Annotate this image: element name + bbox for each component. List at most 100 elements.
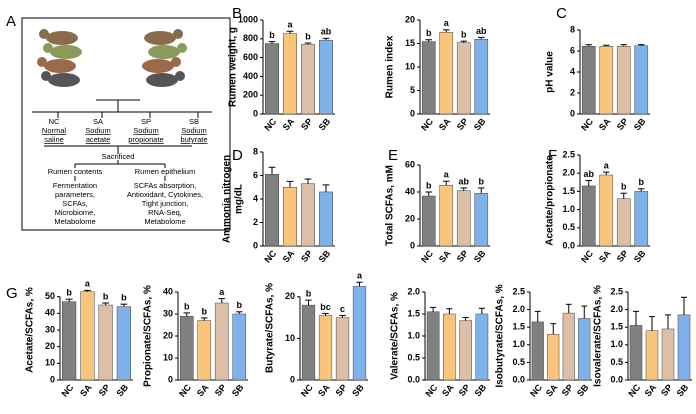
x-tick-label: NC bbox=[419, 116, 435, 133]
panel-label: D bbox=[232, 147, 243, 164]
y-axis-label: Valerate/SCFAs, % bbox=[390, 292, 401, 380]
group-code: SP bbox=[141, 117, 151, 126]
measure-label: RNA-Seq, bbox=[148, 208, 182, 217]
significance-letter: b bbox=[621, 182, 627, 192]
error-bar bbox=[649, 316, 655, 331]
group-label: Sodium bbox=[181, 126, 206, 135]
y-tick-label: 0 bbox=[168, 374, 173, 384]
y-tick-label: 0.0 bbox=[407, 374, 420, 384]
x-tick-label: SP bbox=[457, 382, 472, 398]
x-tick-label: SB bbox=[230, 382, 246, 398]
bar bbox=[116, 306, 131, 381]
significance-letter: ab bbox=[476, 26, 487, 36]
bar bbox=[475, 313, 489, 381]
x-tick-label: SP bbox=[455, 248, 470, 264]
error-bar bbox=[477, 187, 485, 194]
error-bar bbox=[620, 44, 628, 47]
error-bar bbox=[585, 44, 593, 47]
x-tick-label: SB bbox=[115, 382, 131, 398]
error-bar bbox=[322, 37, 330, 41]
x-tick-label: SA bbox=[437, 116, 453, 132]
group-code: SB bbox=[189, 117, 199, 126]
y-tick-label: 2.0 bbox=[407, 286, 420, 296]
bar bbox=[421, 195, 436, 247]
y-tick-label: 50 bbox=[45, 291, 55, 301]
y-tick-label: 2.5 bbox=[562, 149, 575, 159]
y-axis-label: Ammonia nitrogen bbox=[222, 155, 233, 243]
bar-chart: 0 2 4 6 8 Ammonia nitrogen mg/dL NC SA SP SB bbox=[222, 146, 335, 265]
bar bbox=[456, 190, 471, 247]
y-tick-label: 2.0 bbox=[562, 168, 575, 178]
y-tick-label: 15 bbox=[405, 38, 415, 48]
x-tick-label: SP bbox=[213, 382, 228, 398]
sample-label: Rumen contents bbox=[48, 167, 103, 176]
error-bar bbox=[446, 308, 453, 314]
y-tick-label: 10 bbox=[163, 352, 173, 362]
x-tick-label: NC bbox=[262, 116, 278, 133]
y-tick-label: 20 bbox=[405, 213, 415, 223]
significance-letter: b bbox=[426, 28, 432, 38]
bar bbox=[421, 41, 436, 115]
x-tick-label: SB bbox=[473, 382, 489, 398]
measure-label: Tight junction, bbox=[142, 199, 188, 208]
significance-letter: b bbox=[202, 306, 208, 316]
bar bbox=[474, 193, 489, 247]
bar bbox=[319, 191, 333, 247]
y-tick-label: 1.0 bbox=[512, 339, 525, 349]
x-tick-label: SB bbox=[317, 248, 333, 264]
bar bbox=[443, 313, 456, 381]
significance-letter: b bbox=[479, 176, 485, 186]
y-axis-label: Isobutyrate/SCFAs, % bbox=[495, 284, 506, 387]
x-tick-label: SP bbox=[659, 382, 674, 398]
y-tick-label: 40 bbox=[45, 308, 55, 318]
bar-chart: 0 200 400 600 800 1000 Rumen weight, g b NC a SA b S… bbox=[228, 14, 335, 133]
bar bbox=[214, 302, 229, 381]
bar-chart: 0 10 20 Butyrate/SCFAs, % b NC bc SA c SP a SB bbox=[265, 271, 368, 399]
x-tick-label: SB bbox=[632, 116, 648, 132]
y-tick-label: 2 bbox=[253, 217, 258, 227]
significance-letter: b bbox=[103, 291, 109, 301]
bar bbox=[283, 187, 297, 247]
bar bbox=[439, 185, 454, 247]
significance-letter: a bbox=[287, 20, 293, 30]
bar bbox=[474, 39, 489, 115]
x-tick-label: SB bbox=[632, 248, 648, 264]
y-tick-label: 0.5 bbox=[562, 222, 575, 232]
significance-letter: b bbox=[306, 289, 312, 299]
y-tick-label: 10 bbox=[285, 333, 295, 343]
error-bar bbox=[681, 296, 687, 315]
error-bar bbox=[665, 314, 671, 329]
bar bbox=[439, 31, 454, 115]
x-tick-label: NC bbox=[626, 382, 642, 399]
y-tick-label: 0 bbox=[410, 108, 415, 118]
bar bbox=[581, 185, 596, 247]
error-bar bbox=[65, 298, 73, 302]
y-tick-label: 2.5 bbox=[512, 286, 525, 296]
y-tick-label: 20 bbox=[285, 291, 295, 301]
y-tick-label: 4 bbox=[253, 193, 258, 203]
bar-chart: 0.0 0.5 1.0 1.5 2.0 2.5 Isobutyrate/SCFAs, % NC… bbox=[495, 284, 592, 399]
y-tick-label: 1.5 bbox=[562, 186, 575, 196]
y-tick-label: 0.0 bbox=[610, 374, 623, 384]
measure-label: Microbiome, bbox=[55, 208, 96, 217]
x-tick-label: SP bbox=[299, 116, 314, 132]
x-tick-label: SA bbox=[597, 248, 613, 264]
error-bar bbox=[218, 298, 226, 303]
x-tick-label: SA bbox=[281, 116, 297, 132]
y-tick-label: 200 bbox=[243, 90, 258, 100]
x-tick-label: SA bbox=[437, 248, 453, 264]
x-tick-label: NC bbox=[177, 382, 193, 399]
bar-chart: 0 20 40 60 Total SCFAs, mM b NC a SA ab SP b SB bbox=[385, 159, 490, 265]
y-axis-label: Propionate/SCFAs, % bbox=[143, 285, 154, 387]
group-label: Normal bbox=[42, 126, 67, 135]
error-bar bbox=[322, 312, 329, 316]
y-tick-label: 0 bbox=[253, 108, 258, 118]
panel-label: F bbox=[548, 147, 557, 164]
x-tick-label: SA bbox=[316, 382, 332, 398]
significance-letter: b bbox=[461, 30, 467, 40]
bar bbox=[629, 325, 643, 381]
y-tick-label: 0 bbox=[410, 240, 415, 250]
error-bar bbox=[620, 192, 628, 199]
